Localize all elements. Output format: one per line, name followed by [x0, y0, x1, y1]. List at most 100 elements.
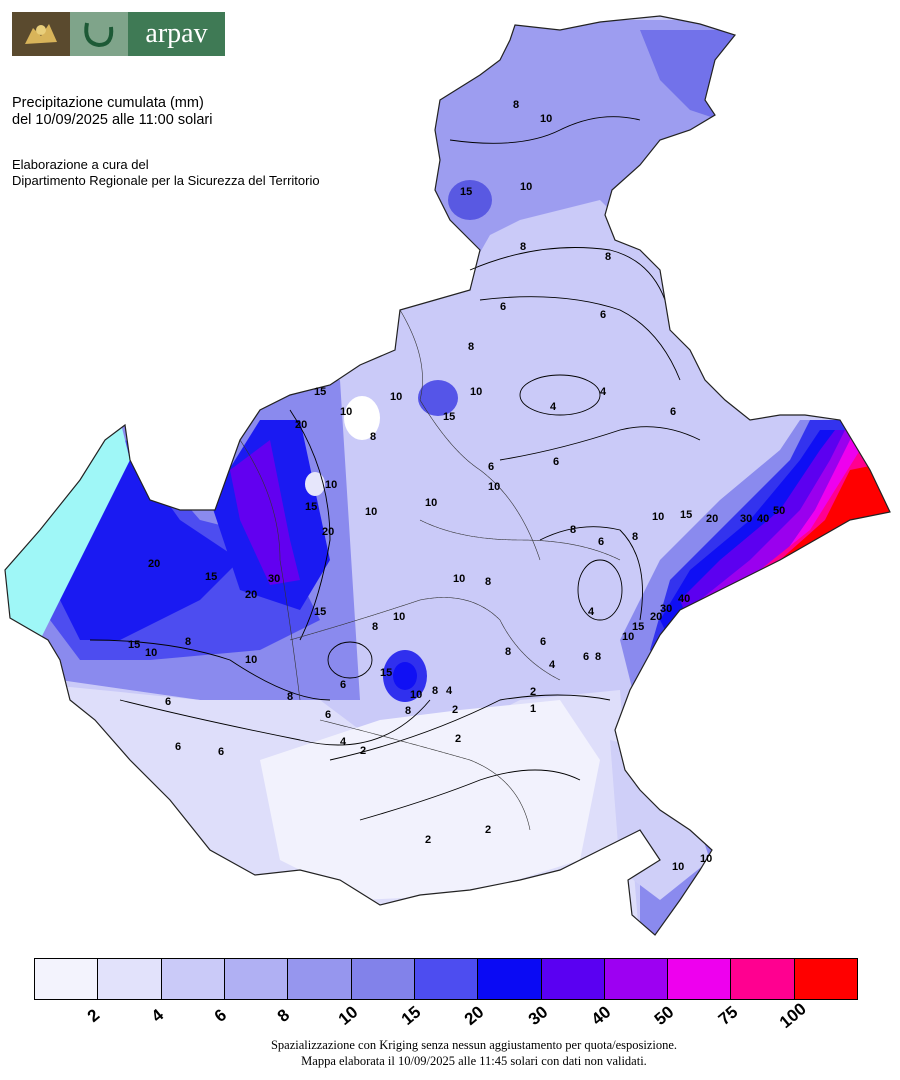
contour-label: 8 [570, 524, 576, 536]
zone-low-asiago [305, 472, 325, 496]
footer-line-1: Spazializzazione con Kriging senza nessu… [270, 1038, 678, 1052]
contour-label: 2 [425, 834, 431, 846]
contour-label: 8 [468, 341, 474, 353]
province-boundary [289, 597, 561, 681]
contour-label: 15 [443, 411, 455, 423]
contour-label: 2 [360, 745, 366, 757]
contour-line [499, 426, 701, 461]
legend-swatch [668, 959, 732, 999]
contour-label: 2 [485, 824, 491, 836]
contour-label: 6 [598, 536, 604, 548]
contour-label: 10 [540, 113, 552, 125]
precipitation-map: 10 8 10 15 8 8 6 6 8 4 4 6 6 6 10 15 10 … [4, 15, 891, 936]
contour-label: 15 [314, 606, 326, 618]
legend-swatch [541, 959, 605, 999]
contour-label: 1 [530, 703, 536, 715]
contour-label: 6 [670, 406, 676, 418]
arpav-logo: arpav [12, 12, 225, 56]
contour-label-layer: 10 8 10 15 8 8 6 6 8 4 4 6 6 6 10 15 10 … [128, 99, 785, 873]
contour-lines [89, 116, 701, 821]
province-boundary [319, 719, 531, 831]
contour-line [479, 296, 681, 381]
contour-label: 15 [460, 186, 472, 198]
contour-label: 10 [652, 511, 664, 523]
legend-swatch [731, 959, 795, 999]
legend-tick: 4 [147, 1005, 168, 1026]
contour-label: 20 [295, 419, 307, 431]
contour-label: 10 [365, 506, 377, 518]
zone-low-grappa [344, 396, 380, 440]
legend-tick: 30 [524, 1002, 552, 1029]
contour-label: 10 [488, 481, 500, 493]
legend-tick: 75 [714, 1002, 742, 1029]
contour-label: 15 [632, 621, 644, 633]
contour-label: 4 [549, 659, 556, 671]
legend-swatch [478, 959, 542, 999]
legend-swatch [98, 959, 162, 999]
legend-swatch [35, 959, 99, 999]
contour-label: 20 [650, 611, 662, 623]
legend-swatch [604, 959, 669, 999]
zone-30-colli [393, 662, 417, 690]
contour-label: 2 [530, 686, 536, 698]
contour-label: 8 [185, 636, 191, 648]
contour-label: 40 [757, 513, 769, 525]
contour-label: 4 [446, 685, 453, 697]
legend-tick: 15 [397, 1002, 425, 1029]
contour-label: 10 [700, 853, 712, 865]
contour-label: 4 [588, 606, 595, 618]
arpav-wordmark: arpav [128, 12, 225, 56]
contour-label: 6 [165, 696, 171, 708]
legend-swatch [224, 959, 289, 999]
precip-fill-layer [5, 16, 890, 935]
contour-label: 10 [672, 861, 684, 873]
contour-label: 2 [455, 733, 461, 745]
precipitation-legend [34, 958, 858, 1000]
contour-label: 20 [322, 526, 334, 538]
title-line-1: Precipitazione cumulata (mm) [12, 95, 204, 111]
legend-tick: 2 [83, 1005, 104, 1026]
contour-label: 4 [340, 736, 347, 748]
contour-label: 8 [405, 705, 411, 717]
contour-label: 8 [505, 646, 511, 658]
contour-label: 6 [600, 309, 606, 321]
contour-label: 10 [325, 479, 337, 491]
contour-label: 20 [706, 513, 718, 525]
contour-label: 4 [550, 401, 557, 413]
zone-15-cadore [448, 180, 492, 220]
contour-line [289, 409, 331, 641]
legend-tick: 8 [273, 1005, 294, 1026]
contour-label: 10 [245, 654, 257, 666]
contour-label: 8 [605, 251, 611, 263]
credit-text: Elaborazione a cura del Dipartimento Reg… [12, 157, 320, 189]
contour-line [577, 559, 623, 621]
zone-30-40-lessini [230, 440, 300, 585]
contour-label: 15 [128, 639, 140, 651]
legend-swatch [288, 959, 352, 999]
contour-label: 10 [340, 406, 352, 418]
legend-tick: 50 [650, 1002, 678, 1029]
map-title: Precipitazione cumulata (mm) del 10/09/2… [12, 95, 212, 129]
legend-tick: 6 [210, 1005, 231, 1026]
contour-label: 10 [145, 647, 157, 659]
contour-line [469, 247, 666, 301]
zone-0-2-polesine [260, 700, 600, 900]
legend-tick: 10 [334, 1002, 362, 1029]
credit-line-2: Dipartimento Regionale per la Sicurezza … [12, 173, 320, 188]
contour-line [89, 639, 331, 701]
contour-label: 10 [622, 631, 634, 643]
contour-label: 30 [268, 573, 280, 585]
contour-line [327, 641, 373, 679]
contour-label: 6 [583, 651, 589, 663]
zone-15-belluno [418, 380, 458, 416]
legend-swatch [794, 959, 858, 999]
contour-label: 8 [595, 651, 601, 663]
legend-tick: 100 [775, 999, 810, 1033]
contour-label: 6 [488, 461, 494, 473]
contour-label: 8 [513, 99, 519, 111]
legend-swatch [161, 959, 225, 999]
legend-tick-labels: 2 4 6 8 10 15 20 30 40 50 75 100 [34, 999, 858, 1032]
contour-label: 8 [485, 576, 491, 588]
legend-tick: 20 [460, 1002, 488, 1029]
contour-label: 10 [453, 573, 465, 585]
